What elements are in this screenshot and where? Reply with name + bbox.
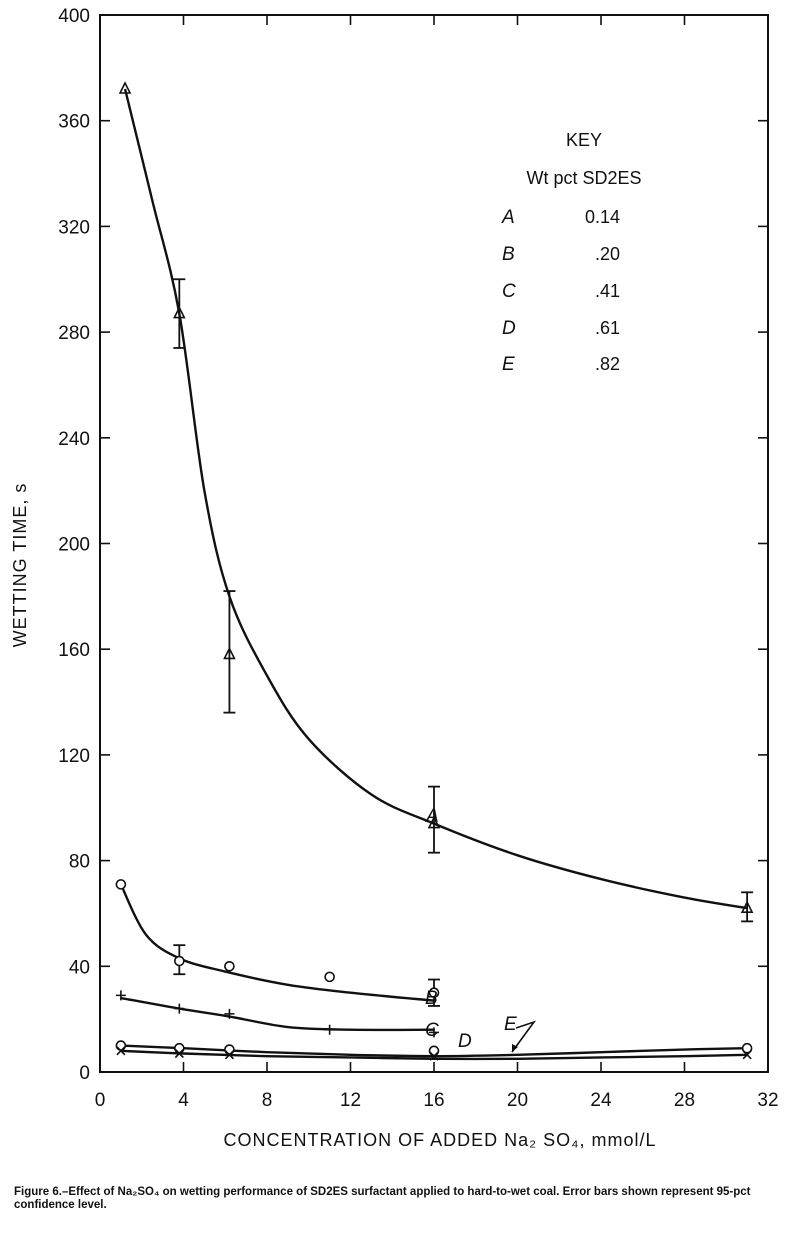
x-tick-label: 32 — [757, 1090, 778, 1111]
series-e-pointer-arrowhead — [512, 1044, 518, 1052]
axes-frame — [99, 14, 769, 1073]
key-subtitle: Wt pct SD2ES — [526, 168, 641, 188]
key-label-e: E — [502, 354, 515, 375]
caption-text: –Effect of Na₂SO₄ on wetting performance… — [14, 1186, 751, 1211]
key-label-d: D — [502, 318, 516, 339]
series-markers — [115, 81, 754, 1061]
series-e-point — [742, 1050, 752, 1060]
series-e-point — [116, 1046, 126, 1056]
figure-caption: Figure 6.–Effect of Na₂SO₄ on wetting pe… — [14, 1186, 794, 1212]
series-e-point — [429, 1051, 439, 1061]
x-tick-label: 28 — [674, 1090, 695, 1111]
series-c-point — [429, 1027, 439, 1038]
y-tick-label: 200 — [58, 535, 90, 556]
series-label-e: E — [504, 1014, 517, 1035]
y-tick-label: 160 — [58, 640, 90, 661]
plot-frame — [99, 14, 769, 1073]
key-value-e: .82 — [595, 354, 620, 374]
y-tick-label: 40 — [69, 957, 90, 978]
key-value-d: .61 — [595, 318, 620, 338]
series-b-point — [224, 960, 235, 972]
series-d-point — [741, 1042, 753, 1054]
series-e-pointer-arrow — [511, 1020, 537, 1053]
y-tick-label: 400 — [58, 6, 90, 27]
y-tick-label: 320 — [58, 217, 90, 238]
key-value-a: 0.14 — [585, 207, 620, 227]
series-b-point — [174, 955, 185, 967]
y-tick-label: 280 — [58, 323, 90, 344]
key-value-c: .41 — [595, 281, 620, 301]
series-labels: A B C D E — [425, 806, 537, 1053]
series-a-point — [740, 900, 754, 913]
caption-figure-number: Figure 6. — [14, 1186, 62, 1198]
series-a-point — [173, 305, 186, 319]
x-tick-label: 0 — [95, 1090, 106, 1111]
y-tick-label: 0 — [79, 1063, 90, 1084]
y-axis-ticks: 0 40 80 120 160 200 240 280 320 360 400 — [58, 6, 768, 1084]
series-b-point — [428, 987, 440, 999]
key-box: KEY Wt pct SD2ES A 0.14 B .20 C .41 D .6… — [501, 130, 642, 375]
x-axis-ticks: 0 4 8 12 16 20 24 28 32 — [95, 15, 779, 1111]
y-tick-label: 360 — [58, 112, 90, 133]
key-label-c: C — [502, 281, 516, 302]
series-a-point — [427, 815, 441, 829]
y-tick-label: 120 — [58, 746, 90, 767]
series-label-d: D — [458, 1031, 472, 1052]
series-e-point — [174, 1048, 184, 1059]
key-value-b: .20 — [595, 244, 620, 264]
wetting-time-chart: 0 40 80 120 160 200 240 280 320 360 400 0 4 8 12 16 20 2… — [10, 6, 779, 1150]
series-c-point — [324, 1024, 335, 1035]
series-label-a: A — [425, 806, 439, 827]
series-label-c: C — [425, 1020, 439, 1041]
series-c-point — [174, 1003, 185, 1014]
key-label-a: A — [501, 207, 515, 228]
series-e-point — [224, 1050, 234, 1060]
x-tick-label: 16 — [423, 1090, 444, 1111]
x-tick-label: 4 — [178, 1090, 189, 1111]
series-a-point — [223, 646, 236, 660]
series-a-point — [118, 81, 132, 94]
x-tick-label: 12 — [340, 1090, 361, 1111]
y-tick-label: 80 — [69, 852, 90, 873]
series-b-point — [324, 971, 335, 983]
x-tick-label: 20 — [507, 1090, 528, 1111]
series-a-curve — [123, 88, 748, 910]
series-curves — [119, 88, 748, 1061]
series-e-curve — [120, 1049, 748, 1061]
x-axis-label: CONCENTRATION OF ADDED Na₂ SO₄, mmol/L — [223, 1130, 656, 1150]
key-label-b: B — [502, 244, 515, 265]
x-tick-label: 8 — [262, 1090, 273, 1111]
series-c-curve — [120, 996, 435, 1032]
series-label-b: B — [425, 988, 438, 1009]
series-b-point — [115, 879, 127, 890]
series-c-point — [224, 1008, 235, 1019]
x-tick-label: 24 — [590, 1090, 612, 1111]
series-c-point — [115, 990, 126, 1001]
y-axis-label: WETTING TIME, s — [10, 483, 30, 648]
key-title: KEY — [566, 130, 602, 150]
series-b-curve — [119, 883, 435, 1002]
y-tick-label: 240 — [58, 429, 90, 450]
